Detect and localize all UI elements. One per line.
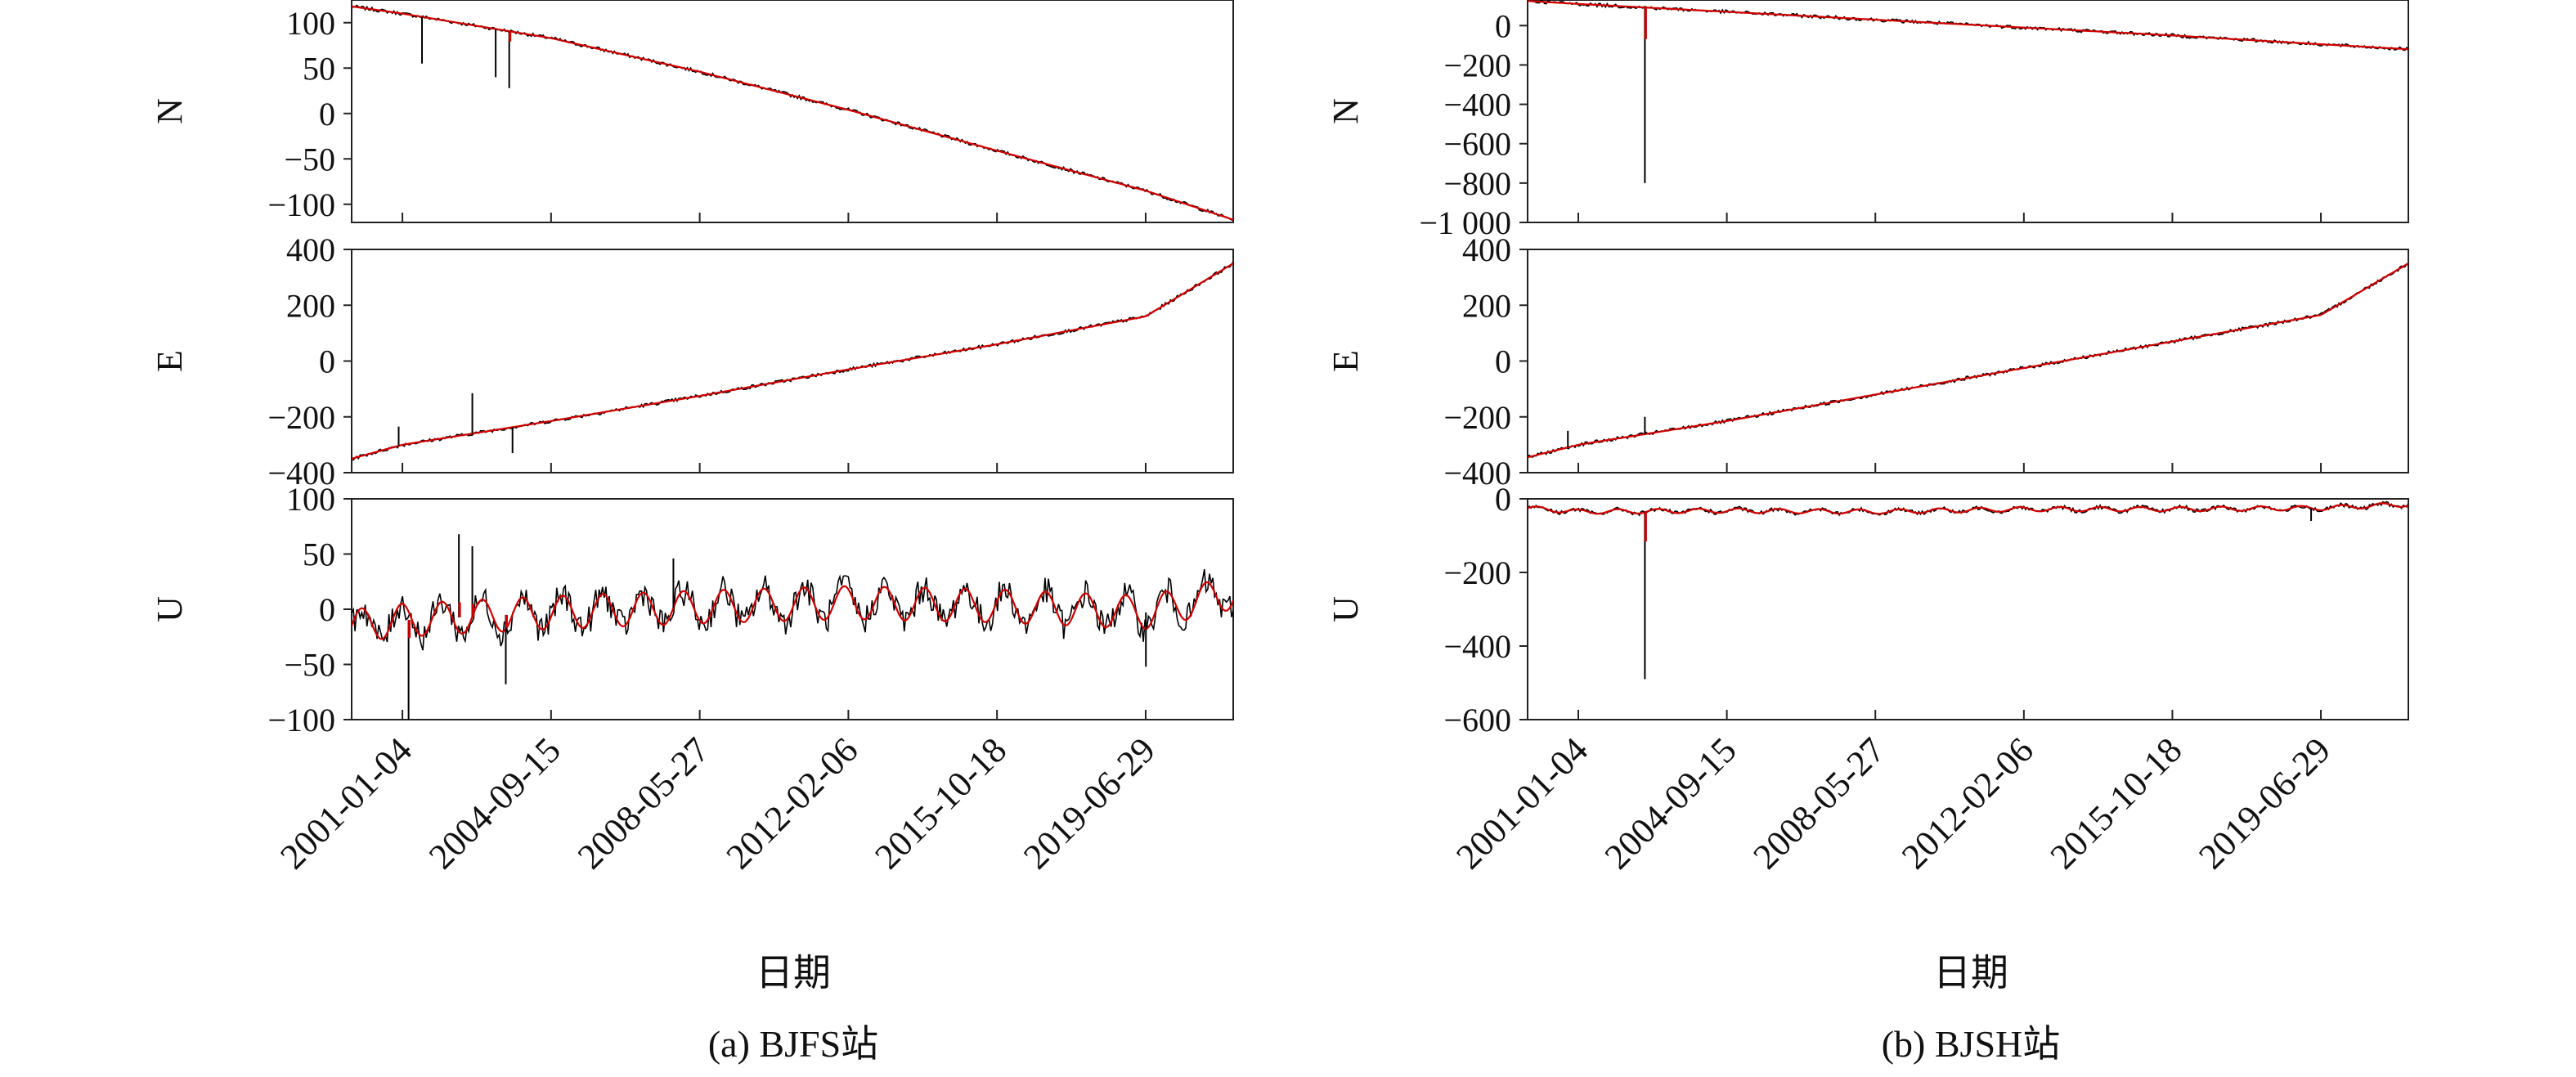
y-tick-label: −600 xyxy=(1443,126,1511,163)
y-tick-label: −100 xyxy=(267,702,335,738)
y-tick-label: −800 xyxy=(1443,165,1511,202)
plot-frame xyxy=(1527,249,2409,473)
y-tick-label: −200 xyxy=(1443,554,1511,591)
y-tick-label: 400 xyxy=(286,231,335,268)
x-tick-label: 2001-01-04 xyxy=(272,729,420,877)
x-tick-label: 2019-06-29 xyxy=(2191,729,2338,877)
y-tick-label: 0 xyxy=(319,591,335,628)
y-axis-label: N xyxy=(1326,98,1366,124)
y-tick-label: −400 xyxy=(267,455,335,491)
y-tick-label: 0 xyxy=(1495,7,1511,44)
y-tick-label: −100 xyxy=(267,186,335,223)
y-axis-label: U xyxy=(150,596,190,622)
series-observed xyxy=(352,4,1233,222)
y-tick-label: −200 xyxy=(1443,399,1511,436)
plot-area xyxy=(352,4,1233,222)
y-tick-label: 200 xyxy=(1462,287,1511,324)
y-tick-label: −200 xyxy=(267,399,335,436)
y-tick-label: −50 xyxy=(284,141,335,177)
y-tick-label: −200 xyxy=(1443,47,1511,83)
y-tick-label: 100 xyxy=(286,481,335,518)
panel-a: 100 50 0 −50 −100 N 400 200 0 −200 −400 E 100 50 0 −50 −… xyxy=(150,0,1234,877)
panel-b: 0−200−400−600−800−1 000N4002000−200−400E… xyxy=(1326,0,2409,877)
y-tick-label: −400 xyxy=(1443,628,1511,665)
y-tick-label: 0 xyxy=(319,96,335,132)
y-tick-label: −400 xyxy=(1443,455,1511,491)
series-observed xyxy=(1528,263,2408,458)
plot-area xyxy=(352,261,1233,461)
y-tick-label: 50 xyxy=(303,50,335,87)
x-tick-label: 2015-10-18 xyxy=(867,729,1014,877)
x-tick-label: 2008-05-27 xyxy=(570,729,717,877)
y-tick-label: 100 xyxy=(286,5,335,42)
series-observed xyxy=(352,568,1233,651)
subplot-n: 0−200 −400−600−800−1 000 N xyxy=(1326,0,2409,241)
plot-area xyxy=(1528,500,2408,680)
y-axis-label: N xyxy=(150,98,190,124)
x-tick-label: 2004-09-15 xyxy=(421,729,568,877)
caption-a: (a) BJFS站 xyxy=(708,1023,878,1065)
series-fitted xyxy=(1528,502,2408,515)
x-tick-label: 2001-01-04 xyxy=(1448,729,1595,877)
x-tick-label: 2019-06-29 xyxy=(1016,729,1163,877)
x-tick-label: 2012-02-06 xyxy=(719,729,866,877)
series-fitted xyxy=(1528,263,2408,459)
y-tick-label: −600 xyxy=(1443,702,1511,738)
y-tick-label: 200 xyxy=(286,287,335,324)
y-tick-label: 400 xyxy=(1462,231,1511,268)
x-tick-label: 2012-02-06 xyxy=(1894,729,2041,877)
xlabel-a: 日期 xyxy=(756,952,831,994)
series-fitted xyxy=(352,5,1233,221)
subplot-e: 400 200 0 −200 −400 E xyxy=(1326,231,2409,491)
y-tick-label: 50 xyxy=(303,536,335,573)
series-observed xyxy=(352,261,1233,461)
x-tick-label: 2004-09-15 xyxy=(1597,729,1744,877)
y-tick-label: −400 xyxy=(1443,87,1511,123)
plot-frame xyxy=(351,0,1234,223)
subplot-n: 100 50 0 −50 −100 N xyxy=(150,0,1234,223)
y-tick-label: 0 xyxy=(1495,481,1511,518)
plot-frame xyxy=(351,249,1234,473)
y-tick-label: 0 xyxy=(319,343,335,380)
series-fitted xyxy=(352,581,1233,640)
plot-area xyxy=(1528,263,2408,459)
caption-b: (b) BJSH站 xyxy=(1882,1023,2061,1065)
y-axis-label: U xyxy=(1326,596,1366,622)
subplot-u: 0 −200 −400 −600 U xyxy=(1326,481,2409,738)
plot-frame xyxy=(1527,0,2409,223)
series-fitted xyxy=(352,263,1233,460)
y-axis-label: E xyxy=(150,350,190,372)
subplot-e: 400 200 0 −200 −400 E xyxy=(150,231,1234,491)
series-fitted xyxy=(1528,0,2408,51)
x-tick-label: 2015-10-18 xyxy=(2043,729,2190,877)
x-tick-label: 2008-05-27 xyxy=(1745,729,1892,877)
plot-frame xyxy=(1527,498,2409,720)
y-tick-label: −50 xyxy=(284,647,335,684)
subplot-u: 100 50 0 −50 −100 U xyxy=(150,481,1234,738)
xlabel-b: 日期 xyxy=(1933,952,2008,994)
plot-area xyxy=(352,534,1233,720)
y-tick-label: 0 xyxy=(1495,343,1511,380)
y-tick-label: −1 000 xyxy=(1419,204,1511,241)
plot-area xyxy=(1528,0,2408,183)
y-axis-label: E xyxy=(1326,350,1366,372)
